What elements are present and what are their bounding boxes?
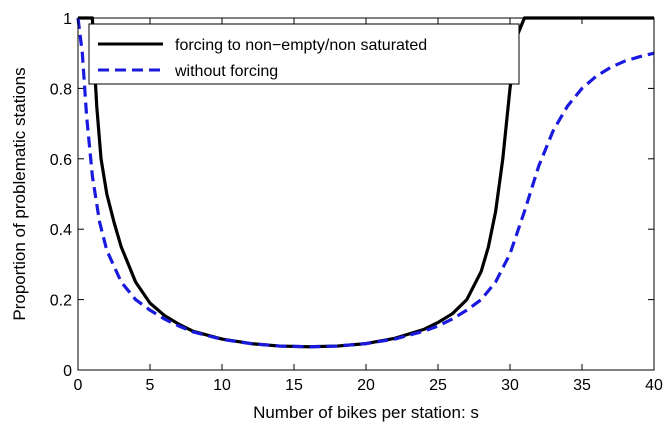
x-tick-label: 5 <box>146 377 155 394</box>
y-tick-label: 0 <box>63 363 72 380</box>
legend-label-forcing: forcing to non−empty/non saturated <box>175 37 427 54</box>
plot-frame <box>77 17 655 371</box>
y-tick-label: 0.2 <box>50 293 72 310</box>
x-tick-label: 25 <box>429 377 447 394</box>
series-line-without-forcing <box>76 17 655 349</box>
x-tick-label: 15 <box>285 377 303 394</box>
y-tick-label: 0.8 <box>50 81 72 98</box>
x-tick-label: 35 <box>573 377 591 394</box>
y-tick-label: 0.4 <box>50 222 72 239</box>
series-line-forcing <box>78 16 654 349</box>
axis-ticks: 0 5 10 15 20 25 30 35 40 0 0.2 0.4 0.6 0.8 1 <box>50 11 663 394</box>
legend-label-without: without forcing <box>174 63 278 80</box>
y-tick-label: 1 <box>63 11 72 28</box>
y-tick-label: 0.6 <box>50 152 72 169</box>
y-axis-label: Proportion of problematic stations <box>10 67 29 320</box>
x-tick-label: 10 <box>213 377 231 394</box>
legend-box <box>88 23 520 85</box>
x-tick-label: 20 <box>357 377 375 394</box>
x-axis-label: Number of bikes per station: s <box>253 403 479 422</box>
legend: forcing to non−empty/non saturated witho… <box>88 23 520 85</box>
x-tick-label: 0 <box>74 377 83 394</box>
x-tick-label: 30 <box>501 377 519 394</box>
series-layer <box>76 16 655 349</box>
x-tick-label: 40 <box>645 377 663 394</box>
